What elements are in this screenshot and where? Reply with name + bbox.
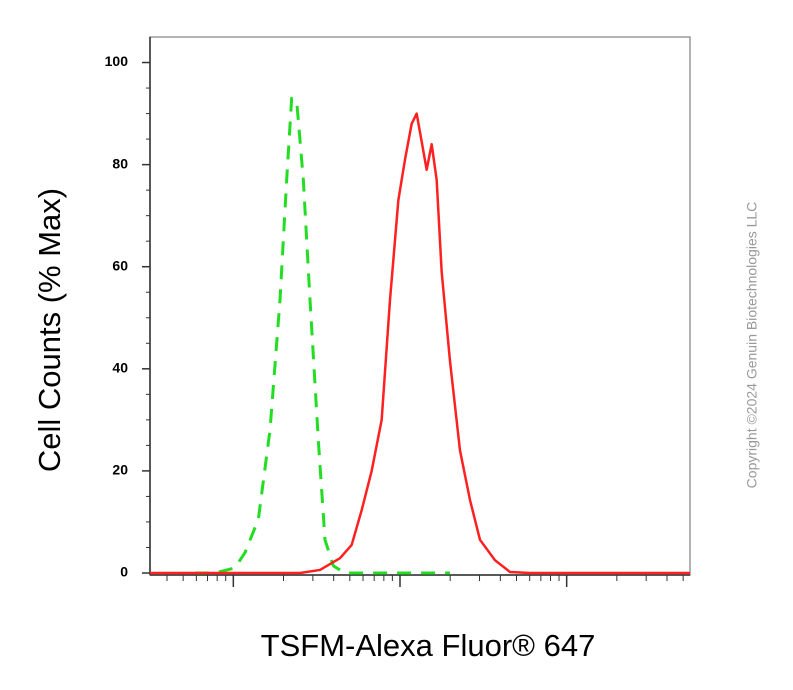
y-axis-label: Cell Counts (% Max): [32, 188, 67, 472]
histogram-line: [195, 96, 450, 575]
y-tick-label: 20: [112, 462, 128, 478]
y-tick-label: 100: [105, 53, 129, 69]
y-tick-label: 0: [120, 564, 128, 580]
histogram-line: [150, 112, 690, 575]
watermark: Copyright ©2024 Genuin Biotechnologies L…: [744, 202, 760, 489]
y-tick-label: 80: [112, 155, 128, 171]
y-tick-label: 40: [112, 360, 128, 376]
x-axis-label: TSFM-Alexa Fluor® 647: [261, 628, 596, 663]
y-tick-label: 60: [112, 257, 128, 273]
plot-frame: [149, 36, 691, 576]
